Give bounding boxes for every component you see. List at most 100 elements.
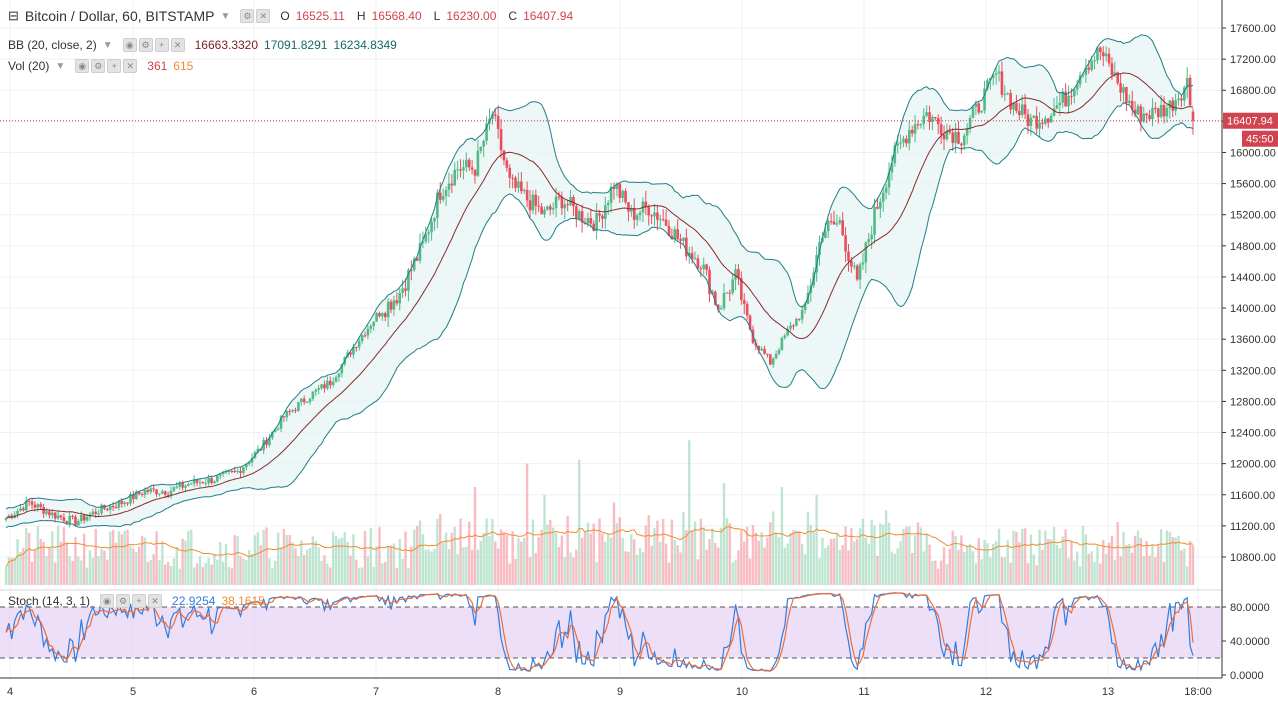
volume-bar <box>447 549 451 585</box>
volume-bar <box>384 562 387 585</box>
candle-body <box>337 373 341 378</box>
time-tick-label: 11 <box>858 686 869 698</box>
volume-bar <box>948 548 952 585</box>
more-icon[interactable]: + <box>154 38 169 52</box>
volume-bar <box>1162 562 1166 585</box>
volume-bar <box>543 494 546 585</box>
close-icon[interactable]: ✕ <box>170 38 185 52</box>
volume-bar <box>242 558 245 585</box>
eye-icon[interactable]: ◉ <box>100 594 115 608</box>
candle-body <box>444 189 448 197</box>
settings-icon[interactable]: ⚙ <box>116 594 131 608</box>
open-label: O <box>280 9 290 23</box>
collapse-icon[interactable]: ⊟ <box>8 8 19 23</box>
chevron-down-icon[interactable]: ▼ <box>220 10 231 22</box>
volume-bar <box>824 548 827 585</box>
volume-bar <box>572 557 575 585</box>
volume-bar <box>1145 540 1148 585</box>
candle-body <box>766 353 769 355</box>
volume-bar <box>902 528 905 585</box>
volume-bar <box>346 541 349 585</box>
candle-body <box>638 212 642 216</box>
volume-bar <box>725 518 729 585</box>
candle-body <box>948 130 952 133</box>
volume-bar <box>815 494 818 585</box>
close-icon[interactable]: ✕ <box>123 59 138 73</box>
volume-bar <box>300 540 303 585</box>
settings-icon[interactable]: ⚙ <box>91 59 106 73</box>
volume-bar <box>187 530 190 585</box>
volume-bar <box>1142 556 1145 585</box>
volume-bar <box>210 564 213 585</box>
eye-icon[interactable]: ◉ <box>122 38 137 52</box>
volume-bar <box>760 531 763 585</box>
volume-bar <box>612 502 616 585</box>
volume-bar <box>1180 550 1183 585</box>
volume-bar <box>601 533 604 585</box>
volume-bar <box>937 568 940 585</box>
candle-body <box>1156 108 1160 118</box>
volume-bar <box>586 522 590 585</box>
volume-bar <box>488 536 491 585</box>
candle-body <box>4 518 8 520</box>
volume-bar <box>777 537 781 585</box>
candle-body <box>415 258 419 261</box>
volume-bar <box>444 532 448 585</box>
candle-body <box>117 500 121 508</box>
candle-body <box>320 384 323 389</box>
stochastic-pane <box>0 589 1222 672</box>
candle-body <box>79 514 83 522</box>
bb-basis-value: 16663.3320 <box>194 38 259 52</box>
volume-bar <box>740 530 743 585</box>
candle-body <box>792 325 795 327</box>
candle-body <box>395 300 399 304</box>
candle-body <box>155 489 158 495</box>
volume-bar <box>62 527 66 585</box>
candle-body <box>1107 53 1111 64</box>
stoch-name: Stoch (14, 3, 1) <box>8 594 91 608</box>
volume-bar <box>279 547 283 585</box>
volume-bar <box>398 538 401 585</box>
candle-body <box>580 211 584 223</box>
candle-body <box>644 201 648 207</box>
more-icon[interactable]: + <box>132 594 147 608</box>
volume-bar <box>1191 545 1195 585</box>
candle-body <box>1119 83 1122 93</box>
candle-body <box>577 211 581 220</box>
volume-bar <box>685 530 688 585</box>
close-icon[interactable]: ✕ <box>148 594 163 608</box>
volume-bar <box>19 551 22 585</box>
candle-body <box>77 521 80 526</box>
volume-bar <box>10 557 13 585</box>
volume-bar <box>184 540 187 585</box>
chevron-down-icon[interactable]: ▼ <box>102 39 113 51</box>
candle-body <box>22 508 25 511</box>
candle-body <box>189 483 193 485</box>
volume-bar <box>476 549 480 585</box>
volume-bar <box>728 523 731 585</box>
volume-bar <box>22 547 25 585</box>
volume-bar <box>1006 540 1009 585</box>
candle-body <box>508 167 512 178</box>
candle-body <box>476 150 480 176</box>
volume-bar <box>479 540 482 585</box>
more-icon[interactable]: + <box>107 59 122 73</box>
chevron-down-icon[interactable]: ▼ <box>55 60 66 72</box>
eye-icon[interactable]: ◉ <box>75 59 90 73</box>
volume-bar <box>855 538 859 585</box>
volume-bar <box>482 532 485 585</box>
volume-bar <box>971 551 975 585</box>
candle-body <box>601 215 604 219</box>
volume-bar <box>554 532 558 585</box>
settings-icon[interactable]: ⚙ <box>138 38 153 52</box>
volume-bar <box>285 535 289 585</box>
volume-bar <box>1113 559 1117 585</box>
volume-bar <box>82 533 86 585</box>
high-value: 16568.40 <box>371 9 422 23</box>
candle-body <box>1096 47 1099 61</box>
settings-icon[interactable]: ⚙ <box>240 9 255 23</box>
volume-bar <box>795 530 798 585</box>
volume-bar <box>858 528 862 585</box>
close-icon[interactable]: ✕ <box>256 9 271 23</box>
